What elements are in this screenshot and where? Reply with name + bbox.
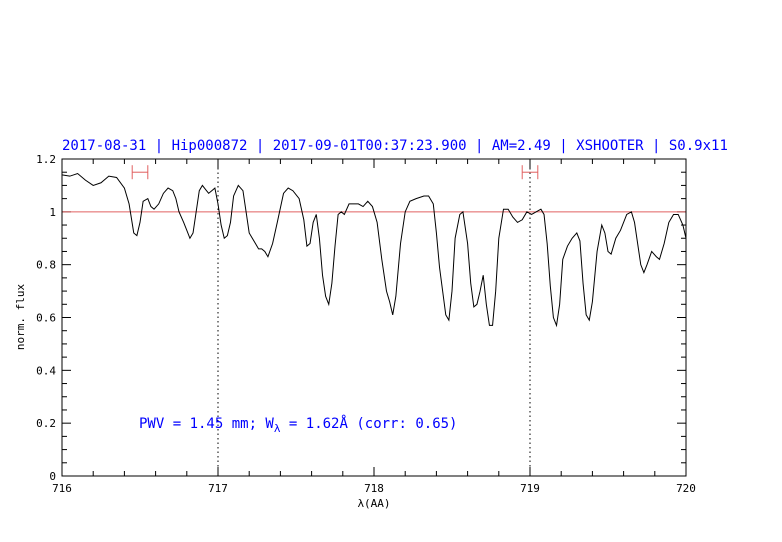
fit-range-marker — [521, 165, 539, 180]
chart-title: 2017-08-31 | Hip000872 | 2017-09-01T00:3… — [62, 138, 728, 154]
x-tick-label: 719 — [520, 482, 540, 495]
y-tick-label: 0 — [49, 470, 56, 483]
fit-range-marker — [131, 165, 149, 180]
y-tick-label: 0.4 — [36, 364, 56, 377]
x-tick-label: 717 — [208, 482, 228, 495]
y-tick-label: 0.8 — [36, 259, 56, 272]
y-axis-label: norm. flux — [14, 284, 27, 351]
y-tick-label: 0.2 — [36, 417, 56, 430]
y-tick-label: 1 — [49, 206, 56, 219]
y-tick-label: 1.2 — [36, 153, 56, 166]
y-tick-label: 0.6 — [36, 312, 56, 325]
x-tick-label: 716 — [52, 482, 72, 495]
x-axis-label: λ(AA) — [357, 497, 390, 510]
spectrum-line — [61, 172, 687, 328]
x-tick-label: 720 — [676, 482, 696, 495]
plot-frame — [61, 158, 687, 477]
pwv-annotation: PWV = 1.45 mm; Wλ = 1.62Å (corr: 0.65) — [139, 415, 458, 435]
x-tick-label: 718 — [364, 482, 384, 495]
